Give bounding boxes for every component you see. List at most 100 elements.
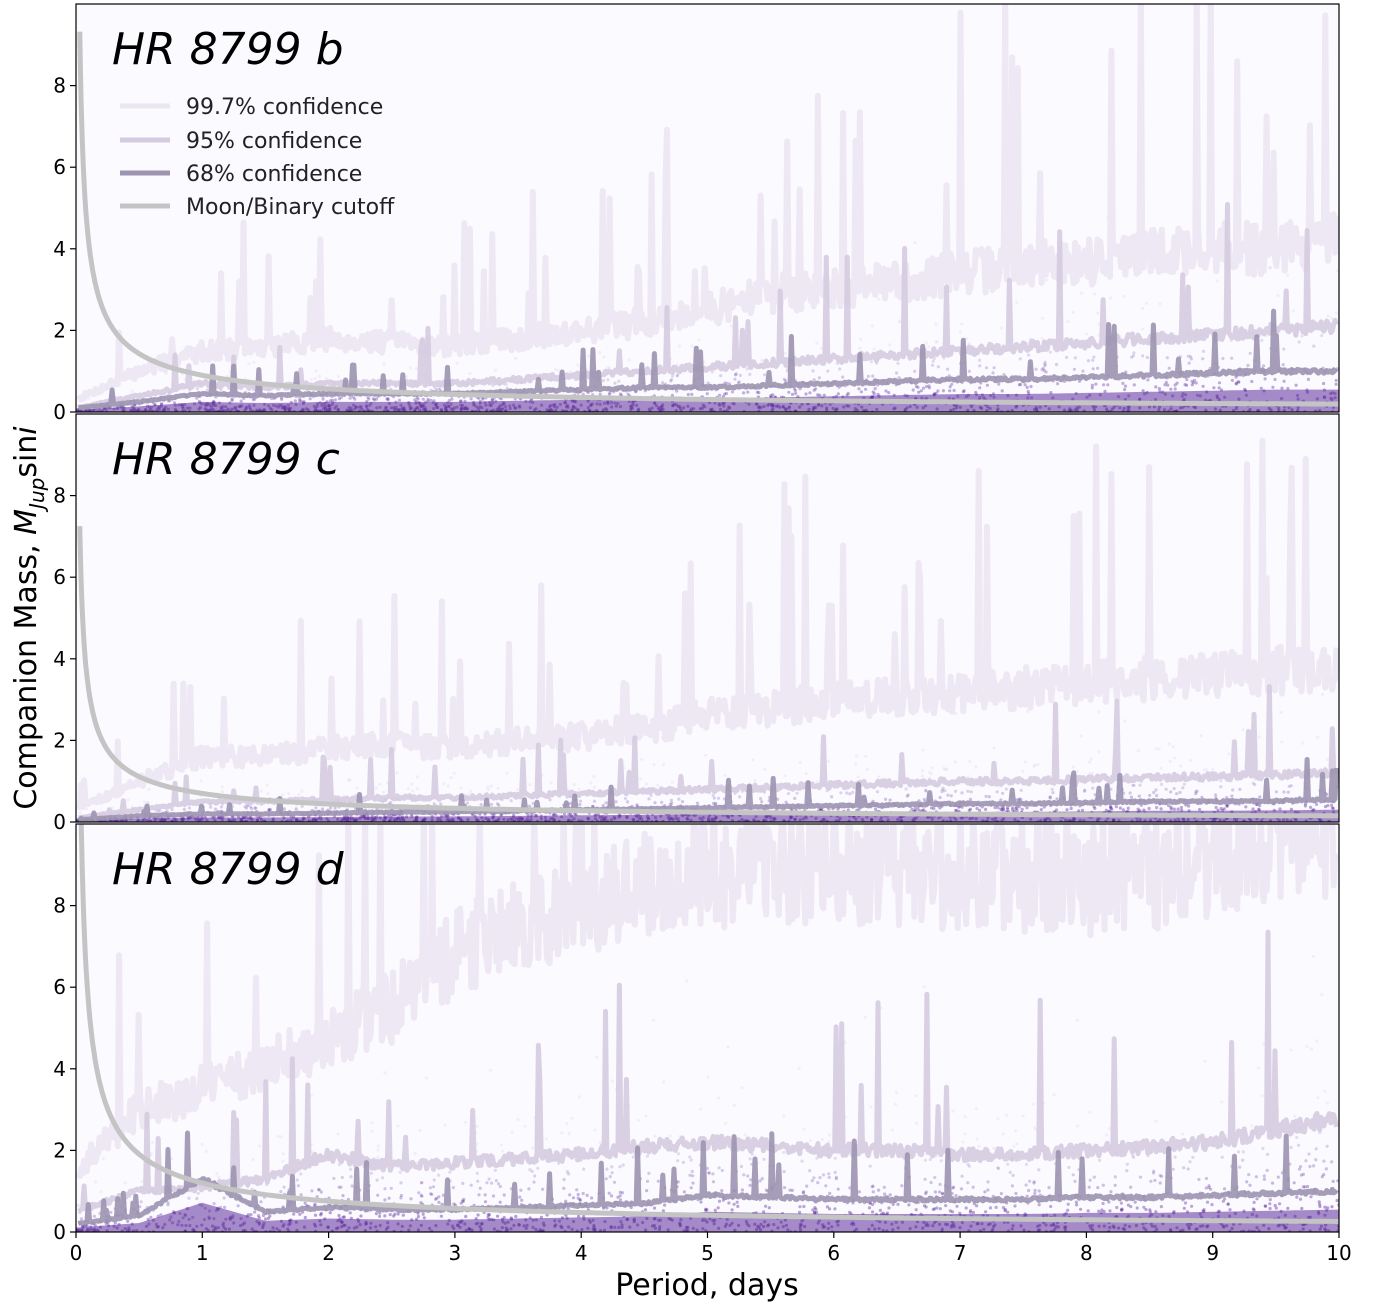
sample-point (567, 812, 571, 816)
sample-point (1171, 1167, 1175, 1171)
sample-point (814, 387, 818, 391)
sample-point (763, 767, 767, 772)
sample-point (782, 1170, 786, 1174)
sample-point (416, 397, 420, 401)
sample-point (1054, 362, 1059, 367)
sample-point (1098, 1158, 1102, 1162)
sample-point (1054, 808, 1059, 812)
sample-point (1282, 379, 1286, 383)
sample-point (904, 787, 908, 791)
sample-point (545, 1213, 549, 1217)
sample-point (319, 1211, 323, 1216)
sample-point (382, 362, 386, 366)
sample-point (321, 397, 325, 401)
sample-point (296, 1184, 300, 1188)
sample-point (1109, 296, 1113, 300)
sample-point (620, 1191, 625, 1195)
sample-point (740, 1086, 744, 1090)
sample-point (320, 807, 325, 811)
sample-point (1084, 332, 1089, 336)
sample-point (617, 379, 621, 383)
sample-point (977, 1144, 981, 1148)
sample-point (653, 1134, 657, 1138)
sample-point (478, 1186, 482, 1190)
sample-point (92, 1214, 96, 1218)
sample-point (759, 797, 763, 801)
sample-point (859, 390, 864, 394)
sample-point (282, 807, 286, 811)
sample-point (1021, 769, 1025, 773)
sample-point (1190, 383, 1194, 387)
sample-point (1043, 362, 1047, 366)
sample-point (437, 387, 441, 391)
sample-point (1138, 1175, 1143, 1179)
sample-point (1323, 1089, 1327, 1093)
sample-point (1167, 366, 1171, 370)
sample-point (924, 788, 928, 793)
sample-point (1241, 1158, 1245, 1162)
sample-point (1214, 805, 1218, 810)
sample-point (608, 1175, 612, 1179)
sample-point (1171, 745, 1175, 749)
sample-point (589, 781, 593, 785)
sample-point (387, 1196, 391, 1200)
sample-point (865, 767, 870, 772)
sample-point (1096, 311, 1100, 315)
sample-point (783, 1186, 787, 1190)
sample-point (885, 1211, 890, 1215)
sample-point (1331, 1179, 1335, 1183)
sample-point (938, 806, 942, 810)
sample-point (905, 794, 909, 798)
sample-point (1183, 1201, 1188, 1205)
sample-point (303, 1201, 307, 1205)
sample-point (884, 389, 888, 393)
sample-point (1081, 369, 1085, 373)
sample-point (1003, 1207, 1007, 1212)
sample-point (279, 1135, 284, 1139)
sample-point (943, 768, 947, 772)
sample-point (1088, 1110, 1092, 1114)
sample-point (230, 397, 234, 401)
sample-point (711, 1172, 715, 1176)
sample-point (268, 808, 273, 812)
sample-point (490, 398, 494, 402)
sample-point (264, 1217, 268, 1221)
sample-point (494, 1179, 498, 1183)
sample-point (1090, 383, 1094, 387)
sample-point (1129, 795, 1133, 799)
sample-point (419, 1181, 423, 1185)
sample-point (1220, 1155, 1224, 1159)
sample-point (610, 1079, 614, 1083)
sample-point (1129, 1205, 1133, 1209)
sample-point (1226, 1202, 1230, 1206)
sample-point (1237, 380, 1241, 384)
sample-point (101, 1156, 105, 1161)
sample-point (328, 806, 333, 810)
sample-point (1257, 807, 1261, 812)
sample-point (919, 389, 923, 393)
sample-point (635, 803, 639, 807)
sample-point (366, 395, 370, 399)
sample-point (934, 340, 938, 344)
sample-point (483, 1200, 488, 1204)
sample-point (606, 366, 610, 370)
sample-point (389, 1186, 393, 1190)
sample-point (1032, 1181, 1036, 1185)
sample-point (1124, 370, 1128, 374)
sample-point (907, 1203, 911, 1207)
sample-point (877, 775, 881, 779)
sample-point (695, 801, 700, 805)
sample-point (1230, 794, 1234, 798)
sample-point (877, 297, 881, 301)
sample-point (461, 1181, 465, 1185)
sample-point (536, 1166, 540, 1170)
y-tick-label: 6 (53, 565, 66, 589)
sample-point (420, 1181, 424, 1185)
sample-point (647, 1171, 651, 1175)
sample-point (1309, 1047, 1314, 1051)
sample-point (332, 1176, 336, 1181)
sample-point (220, 785, 224, 789)
sample-point (341, 1194, 345, 1198)
sample-point (787, 390, 791, 394)
sample-point (991, 371, 995, 375)
